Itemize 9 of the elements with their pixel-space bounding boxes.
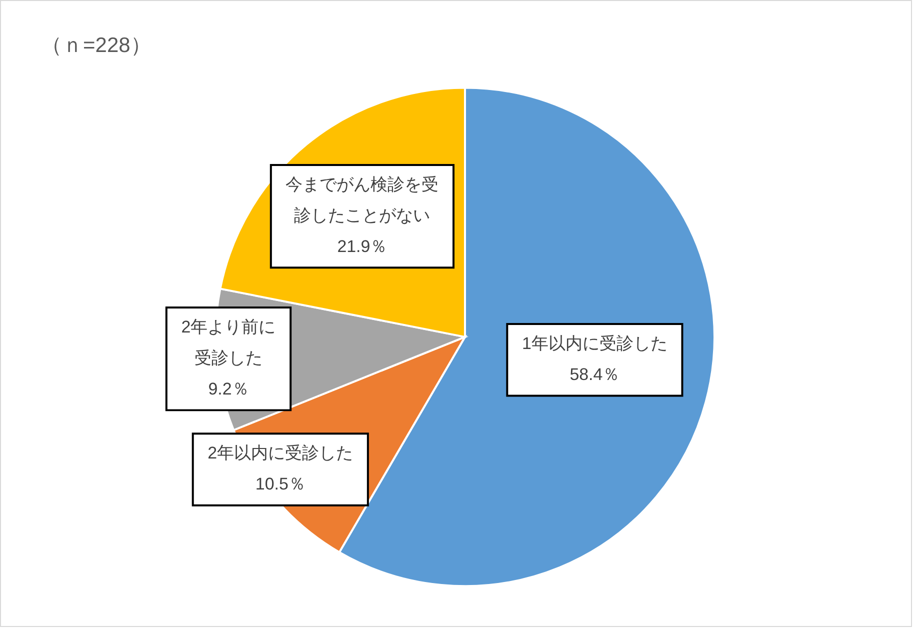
data-label: 9.2％: [208, 379, 249, 398]
data-label: 21.9％: [337, 236, 388, 256]
slice-label: 2年以内に受診した: [208, 444, 354, 463]
data-label: 10.5％: [255, 474, 306, 494]
slice-label: 今までがん検診を受診したことがない: [286, 175, 439, 225]
chart-title: （ｎ=228）: [41, 33, 152, 58]
data-label: 58.4％: [570, 364, 620, 384]
slice-label: 2年より前に受診した: [181, 318, 276, 368]
slice-label: 1年以内に受診した: [522, 334, 668, 354]
